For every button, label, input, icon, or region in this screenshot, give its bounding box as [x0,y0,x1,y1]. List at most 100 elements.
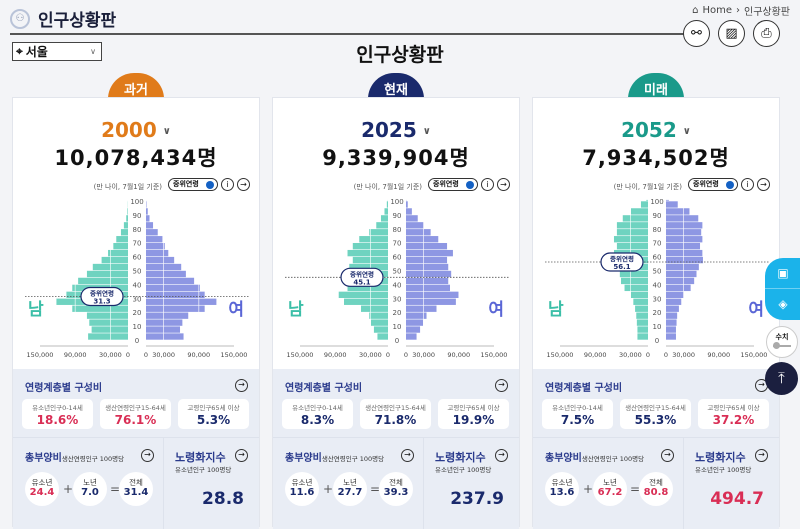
male-label: 남 [548,295,564,320]
age-tick-label: 20 [133,309,142,317]
female-bar [406,257,447,263]
arrow-right-icon[interactable]: → [497,178,510,191]
arrow-right-icon[interactable]: → [661,449,674,462]
female-bar [666,271,697,277]
arrow-right-icon[interactable]: → [237,178,250,191]
year-select[interactable]: 2052 ∨ [533,118,779,142]
dependency-sub: 생산연령인구 100명당 [322,455,384,463]
age-tick-label: 70 [393,240,402,248]
toggle-knob [206,181,214,189]
elderly-label: 고령인구65세 이상 [438,402,509,412]
male-bar [631,292,648,298]
arrow-right-icon[interactable]: → [141,449,154,462]
arrow-right-icon[interactable]: → [235,379,248,392]
value-toggle[interactable]: 수치 [766,326,798,358]
label: 유소년 [552,478,573,487]
aging-index-value: 28.8 [202,489,244,509]
female-bar [146,215,150,221]
breadcrumb-home[interactable]: Home [702,5,732,16]
dependency-title: 총부양비생산연령인구 100명당 [285,449,384,464]
female-bar [406,333,417,339]
male-bar [87,313,128,319]
toggle-knob [726,181,734,189]
male-bar [371,319,388,325]
female-bar [666,236,702,242]
youth-label: 유소년인구0-14세 [282,402,353,412]
age-tick-label: 80 [133,226,142,234]
aging-sub-wrap: 유소년인구 100명당 [695,464,751,475]
age-section-title: 연령계층별 구성비 [25,379,102,394]
arrow-right-icon[interactable]: → [757,178,770,191]
male-bar [348,250,388,256]
info-icon[interactable]: i [221,178,234,191]
age-tick-label: 10 [653,323,662,331]
elderly-value: 19.9% [438,413,509,427]
male-bar [637,333,648,339]
app-logo[interactable]: ⚇ 인구상황판 [10,6,116,31]
age-basis-note: (만 나이, 7월1일 기준) [614,182,682,192]
female-bar [406,292,459,298]
value: 7.0 [73,488,107,498]
x-tick-label: 150,000 [481,351,508,359]
female-bar [146,292,205,298]
year-select[interactable]: 2025∨ [273,118,519,142]
median-badge-label: 중위연령 [610,254,634,263]
female-bar [666,292,684,298]
median-age-toggle[interactable]: 중위연령 [428,178,478,191]
scroll-top-icon[interactable]: ⤒ [765,362,798,395]
arrow-right-icon[interactable]: → [755,449,768,462]
person-cycle-icon: ⚇ [10,9,30,29]
info-icon[interactable]: i [741,178,754,191]
female-bar [406,278,448,284]
chevron-down-icon: ∨ [683,126,691,137]
layers-icon[interactable]: ◈ [765,289,800,320]
chart-board-icon[interactable]: ▣ [765,258,800,289]
year-value: 2052 [621,118,677,142]
arrow-right-icon[interactable]: → [235,449,248,462]
age-tick-label: 0 [135,337,139,345]
dependency-title: 총부양비생산연령인구 100명당 [545,449,644,464]
male-bar [369,313,388,319]
tab-present[interactable]: 현재 [368,73,424,99]
arrow-right-icon[interactable]: → [401,449,414,462]
arrow-right-icon[interactable]: → [495,379,508,392]
median-toggle-label: 중위연령 [693,180,719,188]
age-tick-label: 10 [393,323,402,331]
value: 13.6 [545,488,579,498]
age-tick-label: 60 [133,254,142,262]
info-icon[interactable]: i [481,178,494,191]
age-section-title: 연령계층별 구성비 [545,379,622,394]
tab-future[interactable]: 미래 [628,73,684,99]
median-age-toggle[interactable]: 중위연령 [688,178,738,191]
tab-past[interactable]: 과거 [108,73,164,99]
x-tick-label: 30,000 [619,351,642,359]
male-bar [637,319,648,325]
aging-index-title: 노령화지수 [435,449,486,465]
male-bar [108,250,128,256]
aging-sub: 유소년인구 100명당 [175,466,231,474]
age-tick-label: 80 [393,226,402,234]
aging-index-value: 237.9 [450,489,504,509]
breadcrumb-separator: › [736,5,740,16]
dependency-label: 총부양비 [545,453,582,464]
label: 노년 [83,478,97,487]
female-bar [146,236,162,242]
panel-2000: 2000∨ 10,078,434명 (만 나이, 7월1일 기준) 중위연령 i… [12,97,260,527]
arrow-right-icon[interactable]: → [495,449,508,462]
year-select[interactable]: 2000∨ [13,118,259,142]
page-title: 인구상황판 [0,40,800,67]
male-bar [339,292,388,298]
median-age-toggle[interactable]: 중위연령 [168,178,218,191]
female-bar [406,229,431,235]
female-bar [666,243,700,249]
median-age-value: 31.3 [93,297,110,305]
label: 노년 [343,478,357,487]
